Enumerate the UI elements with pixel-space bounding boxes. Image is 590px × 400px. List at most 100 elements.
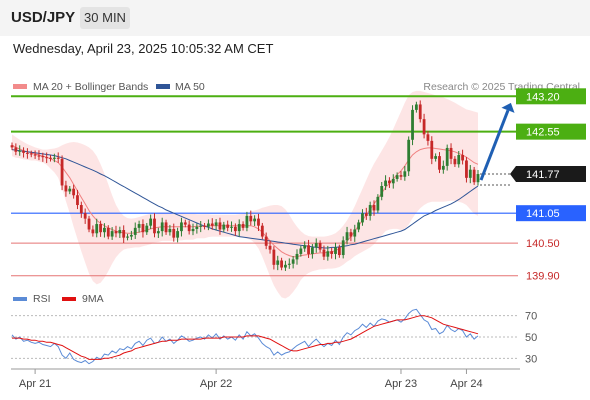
candle-body xyxy=(345,232,349,241)
candle-body xyxy=(222,224,226,230)
candle-body xyxy=(72,188,76,196)
candle-body xyxy=(129,234,133,237)
candle-body xyxy=(430,140,434,159)
candle-body xyxy=(303,245,307,249)
candle-body xyxy=(299,248,303,254)
candle-body xyxy=(118,230,122,234)
candle-body xyxy=(56,157,60,159)
candle-body xyxy=(41,156,45,158)
candle-body xyxy=(461,155,464,161)
candle-body xyxy=(411,109,414,140)
candle-body xyxy=(95,224,99,234)
candle-body xyxy=(407,139,411,172)
legend-ma50-label: MA 50 xyxy=(175,81,205,93)
candle-body xyxy=(99,224,102,233)
legend-ma50-swatch xyxy=(156,84,170,89)
candle-body xyxy=(280,260,283,268)
candle-body xyxy=(341,240,345,256)
candle-body xyxy=(172,228,176,238)
candle-body xyxy=(153,218,156,234)
x-tick-label-apr-24: Apr 24 xyxy=(450,378,482,390)
candle-body xyxy=(237,224,241,232)
candle-body xyxy=(434,156,438,159)
candle-body xyxy=(203,225,206,227)
candle-body xyxy=(18,150,22,152)
candle-body xyxy=(291,259,295,264)
candle-body xyxy=(253,218,257,222)
candle-body xyxy=(230,226,233,228)
candle-body xyxy=(418,104,422,120)
candle-body xyxy=(465,160,468,178)
candle-body xyxy=(145,225,149,233)
candle-body xyxy=(349,232,353,237)
forecast-arrow-shaft xyxy=(479,109,510,181)
candle-body xyxy=(384,180,387,186)
candle-body xyxy=(268,245,272,250)
candle-body xyxy=(14,147,18,152)
header-bar: USD/JPY 30 MIN xyxy=(0,0,590,36)
candle-body xyxy=(241,224,245,228)
candle-body xyxy=(176,231,180,238)
support-label-140.50: 140.50 xyxy=(526,238,560,250)
candle-body xyxy=(326,251,330,257)
time-axis-ticks: Apr 21 Apr 22 Apr 23 Apr 24 xyxy=(19,369,483,390)
legend-rsi-swatch xyxy=(13,297,27,301)
candle-body xyxy=(110,231,114,237)
candle-body xyxy=(180,222,183,232)
x-tick-label-apr-21: Apr 21 xyxy=(19,378,51,390)
report-datetime: Wednesday, April 23, 2025 10:05:32 AM CE… xyxy=(13,41,274,56)
candle-body xyxy=(257,218,260,226)
candle-body xyxy=(87,218,91,230)
candle-body xyxy=(449,147,453,159)
candle-body xyxy=(438,156,441,170)
candle-body xyxy=(214,222,218,226)
candle-body xyxy=(334,247,337,254)
candle-body xyxy=(422,119,426,135)
rsi-9ma-line xyxy=(12,315,479,360)
forecast-arrow-head xyxy=(501,102,515,113)
x-tick-label-apr-23: Apr 23 xyxy=(385,378,417,390)
candle-body xyxy=(441,165,445,170)
rsi-panel: 70 50 30 xyxy=(11,308,537,365)
candle-body xyxy=(91,229,95,234)
legend-9ma-label: 9MA xyxy=(82,293,104,305)
candle-body xyxy=(45,157,49,159)
candle-body xyxy=(445,147,449,166)
candle-body xyxy=(233,226,237,232)
candle-body xyxy=(37,155,41,157)
price-levels-layer xyxy=(11,95,518,277)
candle-body xyxy=(64,185,68,192)
candle-body xyxy=(276,260,280,265)
candle-body xyxy=(226,224,230,228)
candle-body xyxy=(284,264,287,268)
candle-body xyxy=(472,169,476,183)
rsi-line xyxy=(11,308,479,365)
candle-body xyxy=(376,196,380,211)
candle-body xyxy=(272,249,276,265)
support-label-139.90: 139.90 xyxy=(526,271,560,283)
candle-body xyxy=(149,218,153,226)
legend-ma20-label: MA 20 + Bollinger Bands xyxy=(33,81,148,93)
candle-body xyxy=(195,226,199,229)
candle-body xyxy=(353,229,357,237)
candle-body xyxy=(133,227,137,235)
legend-ma20-swatch xyxy=(13,84,27,89)
candle-body xyxy=(60,158,64,186)
candle-body xyxy=(79,205,83,214)
resistance-label-bg xyxy=(516,123,586,140)
ma50-line xyxy=(11,149,479,249)
candle-body xyxy=(141,224,145,233)
resistance-label-143.20: 143.20 xyxy=(526,91,560,103)
candle-body xyxy=(380,186,384,197)
candles-layer xyxy=(10,100,480,271)
candle-body xyxy=(337,247,341,256)
rsi-tick-50: 50 xyxy=(525,332,537,344)
rsi-tick-70: 70 xyxy=(525,311,537,323)
candle-body xyxy=(29,153,33,155)
candle-body xyxy=(33,154,37,156)
timeframe-badge[interactable]: 30 MIN xyxy=(80,7,130,29)
candle-body xyxy=(164,222,168,233)
candle-body xyxy=(388,180,391,184)
candle-body xyxy=(318,243,322,250)
candle-body xyxy=(399,175,403,177)
